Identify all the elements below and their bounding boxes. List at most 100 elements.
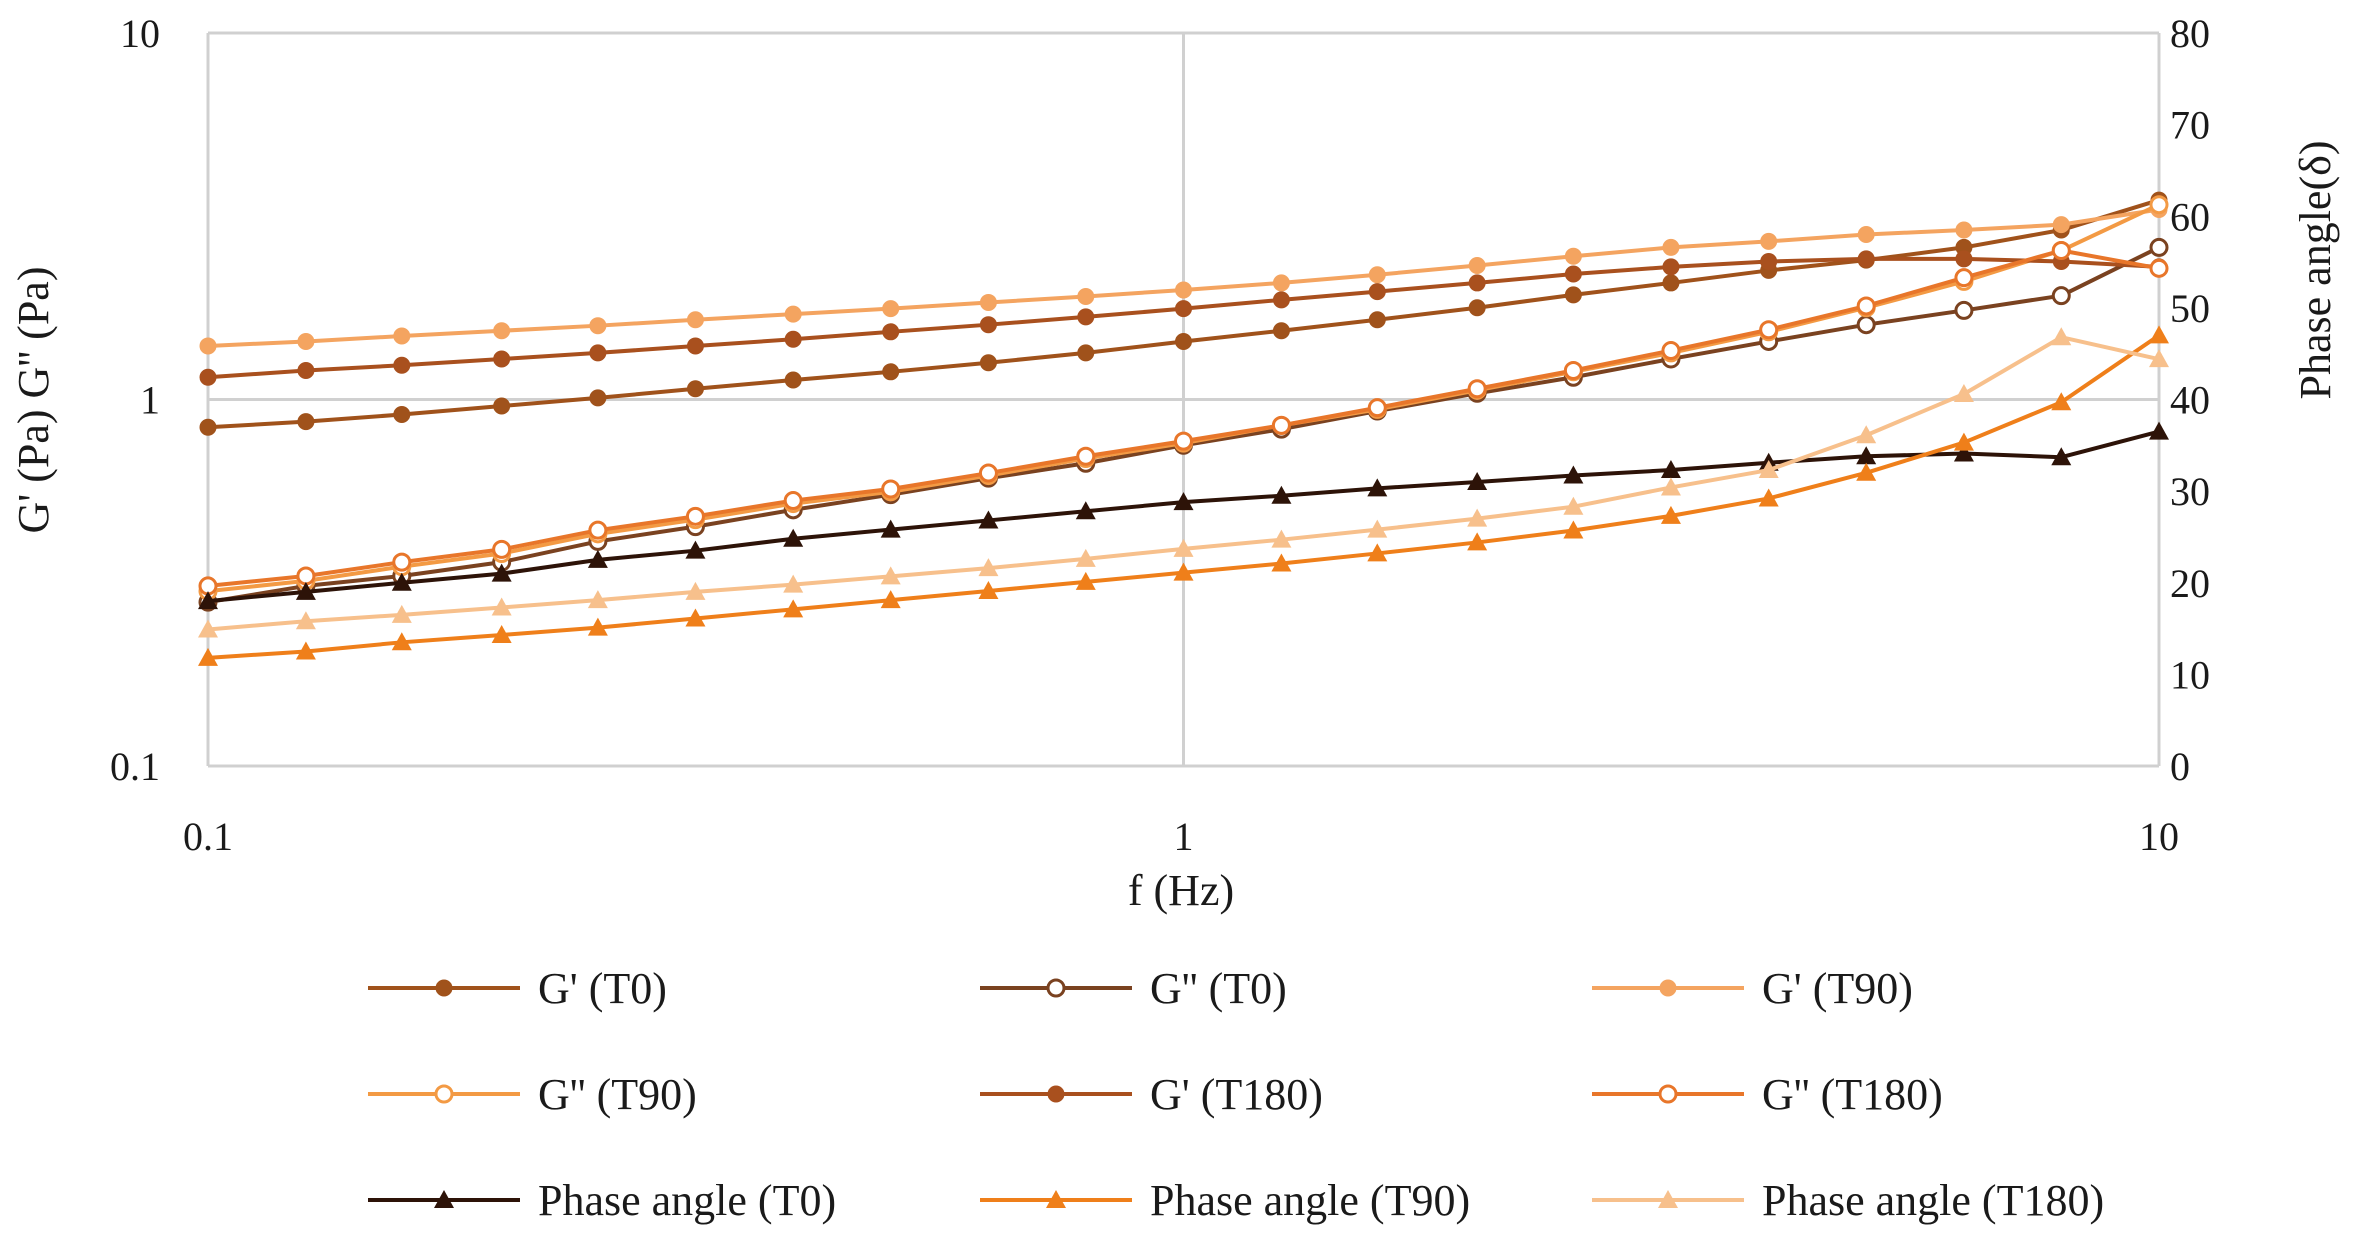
data-point [1953, 432, 1974, 451]
data-point [783, 528, 804, 547]
legend-item-phase-angle-t90: Phase angle (T90) [980, 1176, 1470, 1225]
data-point [1075, 501, 1096, 520]
data-point [784, 371, 802, 389]
legend-label: G' (T0) [538, 964, 667, 1013]
data-point [685, 540, 706, 559]
y2-tick-label: 50 [2170, 286, 2210, 331]
data-point [589, 389, 607, 407]
data-point [979, 316, 997, 334]
data-point [1175, 332, 1192, 350]
data-point [588, 520, 608, 540]
data-point [1563, 496, 1584, 515]
data-point [1760, 252, 1778, 270]
data-point [1955, 221, 1973, 239]
data-point [1661, 341, 1681, 361]
legend-label: G'' (T90) [538, 1070, 697, 1119]
data-point [1468, 274, 1486, 292]
data-point [393, 327, 411, 345]
data-point [1955, 250, 1973, 268]
data-point [1662, 238, 1680, 256]
data-point [491, 563, 512, 582]
data-point [1271, 485, 1292, 504]
data-point [587, 549, 608, 568]
data-point [1271, 553, 1292, 572]
data-point [979, 354, 997, 372]
data-point [882, 363, 900, 381]
legend-swatch-marker [1659, 979, 1677, 997]
data-point [1076, 446, 1096, 466]
data-point [882, 323, 900, 341]
data-point [297, 413, 315, 431]
data-point [1173, 492, 1194, 511]
data-point [2052, 216, 2070, 234]
y2-tick-label: 10 [2170, 652, 2210, 697]
series-g-prime-t0 [199, 191, 2168, 436]
data-point [2149, 349, 2169, 368]
data-point [297, 361, 315, 379]
data-point [1075, 548, 1096, 567]
data-point [1173, 538, 1194, 557]
data-point [880, 566, 901, 585]
data-point [979, 293, 997, 311]
data-point [1467, 532, 1488, 551]
legend-item-g-double-prime-t90: G'' (T90) [368, 1070, 697, 1119]
data-point [393, 406, 411, 424]
y-tick-label: 0.1 [110, 744, 160, 789]
data-point [784, 305, 802, 323]
legend-label: G' (T90) [1762, 964, 1913, 1013]
data-point [199, 418, 217, 436]
data-point [391, 604, 412, 623]
data-point [1563, 360, 1583, 380]
legend-swatch-marker [1658, 1084, 1678, 1104]
data-point [493, 350, 511, 368]
data-point [784, 330, 802, 348]
data-point [1953, 443, 1974, 462]
x-tick-label: 1 [1174, 814, 1194, 859]
data-point [295, 611, 316, 630]
series-g-prime-t180 [199, 250, 2168, 386]
data-point [1564, 265, 1582, 283]
data-point [1564, 286, 1582, 304]
data-point [1075, 571, 1096, 590]
y2-tick-label: 0 [2170, 744, 2190, 789]
legend-item-phase-angle-t0: Phase angle (T0) [368, 1176, 836, 1225]
data-point [685, 608, 706, 627]
x-axis-title: f (Hz) [1128, 866, 1234, 915]
data-point [393, 356, 411, 374]
y-tick-label: 1 [140, 378, 160, 423]
y2-tick-label: 80 [2170, 11, 2210, 56]
data-point [685, 581, 706, 600]
data-point [589, 317, 607, 335]
data-point [297, 332, 315, 350]
data-point [1175, 281, 1192, 299]
data-point [880, 590, 901, 609]
axes [206, 33, 2161, 768]
data-point [1271, 415, 1291, 435]
legend-label: Phase angle (T90) [1150, 1176, 1470, 1225]
data-point [1468, 299, 1486, 317]
data-point [392, 552, 412, 572]
legend-item-g-prime-t180: G' (T180) [980, 1070, 1323, 1119]
data-point [1856, 462, 1877, 481]
data-point [198, 591, 218, 610]
legend-item-g-prime-t90: G' (T90) [1592, 964, 1913, 1013]
data-point [587, 617, 608, 636]
y2-tick-label: 60 [2170, 194, 2210, 239]
data-point [1660, 505, 1681, 524]
data-point [1662, 274, 1680, 292]
legend-swatch-marker [434, 1084, 454, 1104]
legend-item-phase-angle-t180: Phase angle (T180) [1592, 1176, 2104, 1225]
data-point [1077, 288, 1095, 306]
legend-label: G'' (T180) [1762, 1070, 1943, 1119]
data-point [2149, 195, 2169, 215]
series-g-double-prime-t180 [198, 241, 2169, 596]
data-point [881, 479, 901, 499]
data-point [2051, 447, 2072, 466]
legend-label: Phase angle (T180) [1762, 1176, 2104, 1225]
data-point [685, 506, 705, 526]
data-point [1368, 266, 1386, 284]
data-point [198, 619, 218, 638]
data-point [2149, 258, 2169, 278]
data-point [2149, 325, 2169, 344]
